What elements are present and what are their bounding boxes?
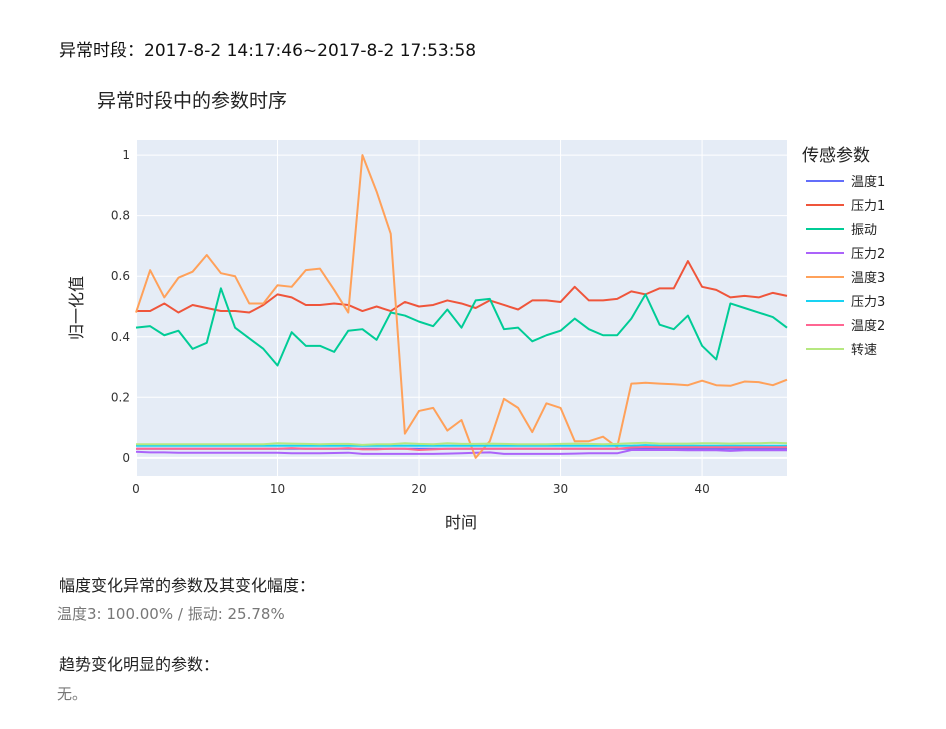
series-lines [135, 154, 788, 459]
series-line-压力1 [136, 260, 788, 314]
trend-change-label: 趋势变化明显的参数： [59, 655, 220, 674]
legend-label: 转速 [851, 343, 877, 358]
legend-item-温度3[interactable]: 温度3 [806, 270, 885, 286]
anomaly-period: 异常时段：2017-8-2 14:17:46~2017-8-2 17:53:58 [59, 36, 476, 61]
y-tick-label: 0.4 [111, 330, 130, 344]
x-tick-label: 0 [132, 482, 140, 496]
legend-label: 温度3 [851, 270, 885, 286]
amplitude-anomaly-value: 温度3: 100.00% / 振动: 25.78% [57, 605, 285, 623]
series-line-压力2 [135, 448, 787, 455]
x-gridlines [135, 140, 703, 476]
legend-label: 温度2 [851, 318, 885, 334]
x-tick-label: 30 [553, 482, 568, 496]
y-tick-label: 1 [122, 148, 130, 162]
y-axis-title: 归一化值 [67, 276, 86, 340]
legend-label: 压力1 [851, 199, 885, 214]
series-line-温度3 [135, 154, 788, 459]
legend-label: 振动 [851, 223, 877, 238]
x-tick-labels: 0 10 20 30 40 [132, 482, 710, 496]
legend-item-转速[interactable]: 转速 [806, 343, 877, 358]
plot-area-background [136, 140, 787, 476]
x-axis-title: 时间 [445, 513, 477, 532]
anomaly-period-label: 异常时段： [59, 41, 144, 61]
legend-item-振动[interactable]: 振动 [806, 223, 877, 238]
y-tick-labels: 0 0.2 0.4 0.6 0.8 1 [111, 148, 130, 465]
legend-item-温度2[interactable]: 温度2 [806, 318, 885, 334]
series-line-温度2 [136, 445, 787, 451]
legend-item-压力1[interactable]: 压力1 [806, 199, 885, 214]
legend-label: 压力2 [851, 247, 885, 262]
chart-title: 异常时段中的参数时序 [97, 90, 288, 112]
series-line-振动 [135, 287, 788, 367]
legend-label: 温度1 [851, 174, 885, 190]
y-tick-label: 0.8 [111, 209, 130, 223]
x-tick-label: 20 [411, 482, 426, 496]
x-tick-label: 10 [270, 482, 285, 496]
trend-change-value: 无。 [57, 685, 88, 703]
series-line-压力3 [136, 444, 787, 447]
y-tick-label: 0 [122, 451, 130, 465]
legend-item-温度1[interactable]: 温度1 [806, 174, 885, 190]
legend-item-压力2[interactable]: 压力2 [806, 247, 885, 262]
y-tick-label: 0.6 [111, 269, 130, 283]
legend-item-压力3[interactable]: 压力3 [806, 295, 885, 310]
y-gridlines [136, 154, 787, 459]
anomaly-period-value: 2017-8-2 14:17:46~2017-8-2 17:53:58 [144, 41, 477, 61]
legend-label: 压力3 [851, 295, 885, 310]
x-tick-label: 40 [694, 482, 709, 496]
amplitude-anomaly-label: 幅度变化异常的参数及其变化幅度： [59, 576, 316, 595]
y-tick-label: 0.2 [111, 390, 130, 404]
series-line-转速 [136, 441, 788, 446]
legend-title: 传感参数 [802, 146, 870, 166]
